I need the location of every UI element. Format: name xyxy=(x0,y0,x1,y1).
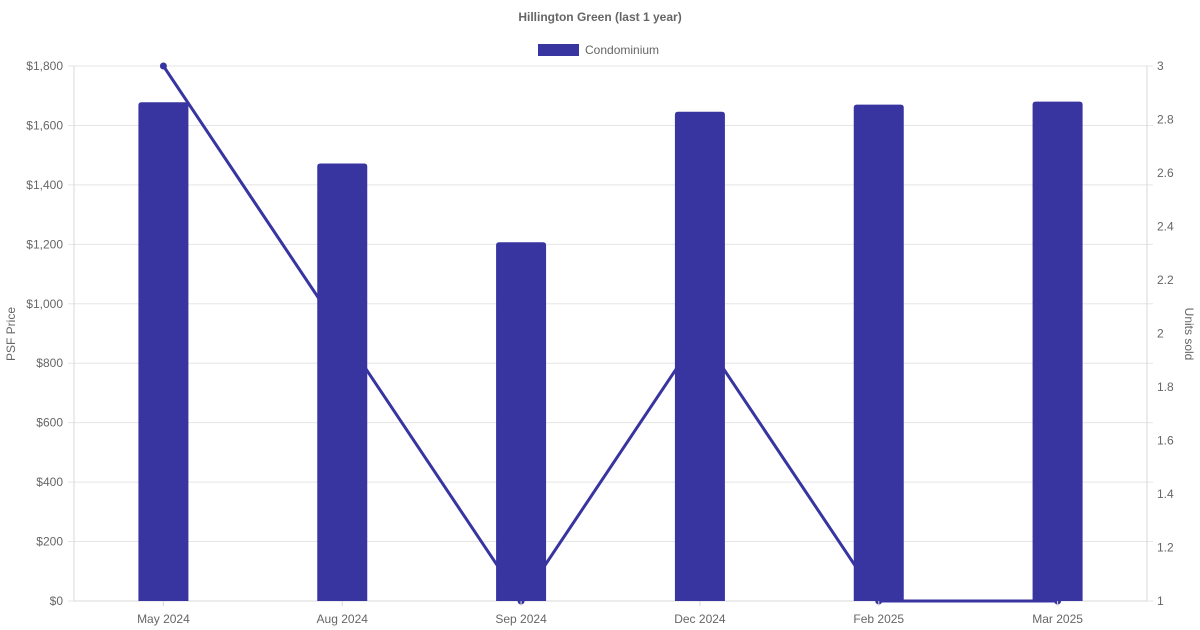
y-tick-label: $0 xyxy=(50,594,64,608)
y2-tick-label: 1.2 xyxy=(1157,541,1174,555)
bar[interactable] xyxy=(138,102,189,601)
y-tick-label: $1,600 xyxy=(26,118,63,132)
chart-title: Hillington Green (last 1 year) xyxy=(518,10,681,24)
y2-axis-title: Units sold xyxy=(1182,308,1196,361)
bar[interactable] xyxy=(853,104,904,601)
y-tick-label: $400 xyxy=(36,475,63,489)
y-axis-title: PSF Price xyxy=(4,307,18,361)
x-tick-label: Feb 2025 xyxy=(853,612,904,626)
x-tick-label: Sep 2024 xyxy=(495,612,547,626)
series-line xyxy=(162,65,1058,603)
bar[interactable] xyxy=(317,163,368,601)
y-axis-ticks: $0 $200 $400 $600 $800 $1,000 $1,200 $1,400 $1,6… xyxy=(26,59,63,608)
line-point[interactable] xyxy=(338,330,346,337)
y-tick-label: $1,200 xyxy=(26,237,63,251)
x-tick-label: Aug 2024 xyxy=(317,612,369,626)
units-line xyxy=(159,62,1062,605)
y-tick-label: $800 xyxy=(36,356,63,370)
legend-swatch xyxy=(538,44,579,56)
y2-tick-label: 3 xyxy=(1157,59,1164,73)
bars xyxy=(138,101,1083,602)
y-tick-label: $600 xyxy=(36,416,63,430)
bar[interactable] xyxy=(674,111,725,602)
legend-label: Condominium xyxy=(585,43,659,57)
y2-tick-label: 2 xyxy=(1157,327,1164,341)
y2-tick-label: 1.6 xyxy=(1157,434,1174,448)
y-tick-label: $1,800 xyxy=(26,59,63,73)
x-axis-ticks: May 2024 Aug 2024 Sep 2024 Dec 2024 Feb 2025… xyxy=(137,601,1083,626)
bar[interactable] xyxy=(1032,101,1083,602)
line-point[interactable] xyxy=(696,330,704,337)
y2-tick-label: 2.2 xyxy=(1157,273,1174,287)
line-point[interactable] xyxy=(159,62,167,70)
gridlines xyxy=(68,65,1153,602)
y-tick-label: $200 xyxy=(36,535,63,549)
y2-tick-label: 1.8 xyxy=(1157,380,1174,394)
x-tick-label: Dec 2024 xyxy=(674,612,726,626)
y-tick-label: $1,400 xyxy=(26,178,63,192)
y2-axis-ticks: 1 1.2 1.4 1.6 1.8 2 2.2 2.4 2.6 2.8 3 xyxy=(1157,59,1174,608)
x-tick-label: May 2024 xyxy=(137,612,190,626)
y-tick-label: $1,000 xyxy=(26,297,63,311)
x-tick-label: Mar 2025 xyxy=(1032,612,1083,626)
y2-tick-label: 2.6 xyxy=(1157,166,1174,180)
y2-tick-label: 1.4 xyxy=(1157,487,1174,501)
y2-tick-label: 2.8 xyxy=(1157,113,1174,127)
y2-tick-label: 2.4 xyxy=(1157,220,1174,234)
y2-tick-label: 1 xyxy=(1157,594,1164,608)
legend[interactable]: Condominium xyxy=(538,43,659,57)
bar[interactable] xyxy=(496,242,547,601)
